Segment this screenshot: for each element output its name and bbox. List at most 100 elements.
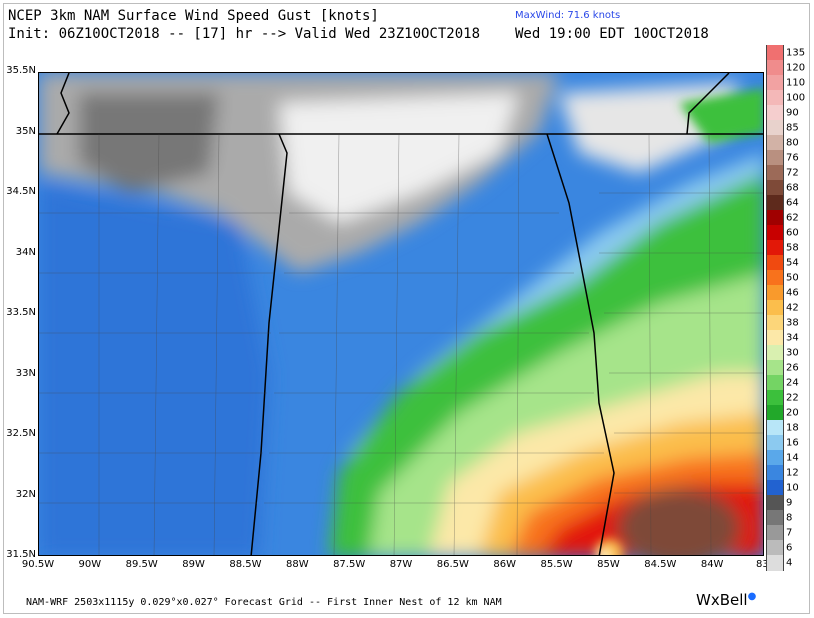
colorbar-label: 12 — [786, 467, 799, 478]
colorbar-swatch — [766, 165, 784, 181]
latitude-label: 33.5N — [6, 307, 36, 318]
init-valid-line: Init: 06Z10OCT2018 -- [17] hr --> Valid … — [8, 26, 481, 42]
colorbar-label: 16 — [786, 437, 799, 448]
longitude-label: 85.5W — [540, 559, 573, 570]
colorbar-swatch — [766, 510, 784, 526]
colorbar-swatch — [766, 180, 784, 196]
colorbar-swatch — [766, 255, 784, 271]
longitude-label: 90.5W — [21, 559, 55, 570]
latitude-label: 35N — [15, 125, 36, 137]
colorbar-swatch — [766, 555, 784, 571]
colorbar-swatch — [766, 540, 784, 556]
colorbar-label: 34 — [786, 332, 799, 343]
colorbar-label: 68 — [786, 182, 799, 193]
colorbar-label: 76 — [786, 152, 799, 163]
colorbar-label: 58 — [786, 242, 799, 253]
colorbar-label: 85 — [786, 122, 799, 133]
latitude-label: 34N — [15, 246, 36, 258]
brand-logo: WxBell● — [696, 591, 756, 609]
colorbar-swatch — [766, 285, 784, 301]
colorbar-label: 42 — [786, 302, 799, 313]
colorbar-label: 64 — [786, 197, 799, 208]
latitude-label: 31.5N — [6, 549, 36, 560]
longitude-label: 88.5W — [229, 559, 262, 570]
colorbar-label: 26 — [786, 362, 799, 373]
colorbar-swatch — [766, 450, 784, 466]
colorbar-swatch — [766, 315, 784, 331]
colorbar-swatch — [766, 135, 784, 151]
colorbar-swatch — [766, 390, 784, 406]
longitude-label: 87W — [389, 559, 413, 570]
longitude-label: 86W — [493, 559, 517, 570]
colorbar-swatch — [766, 495, 784, 511]
colorbar-swatch — [766, 345, 784, 361]
colorbar-swatch — [766, 360, 784, 376]
footer-note: NAM-WRF 2503x1115y 0.029°x0.027° Forecas… — [26, 597, 502, 608]
county-lines — [39, 133, 763, 555]
map-title: NCEP 3km NAM Surface Wind Speed Gust [kn… — [8, 8, 379, 24]
colorbar-label: 7 — [786, 527, 793, 538]
state-boundaries — [39, 73, 763, 555]
colorbar-label: 72 — [786, 167, 799, 178]
colorbar-swatch — [766, 240, 784, 256]
colorbar-swatch — [766, 330, 784, 346]
colorbar-label: 110 — [786, 77, 806, 88]
wind-gust-field — [39, 73, 763, 555]
colorbar-label: 90 — [786, 107, 799, 118]
colorbar-swatch — [766, 45, 784, 61]
latitude-label: 32.5N — [6, 428, 36, 439]
colorbar-swatch — [766, 375, 784, 391]
colorbar-label: 50 — [786, 272, 799, 283]
colorbar-label: 60 — [786, 227, 799, 238]
longitude-label: 87.5W — [333, 559, 366, 570]
longitude-label: 83. — [756, 559, 772, 570]
colorbar-swatch — [766, 300, 784, 316]
colorbar-swatch — [766, 195, 784, 211]
latitude-label: 34.5N — [6, 186, 36, 197]
colorbar-swatch — [766, 105, 784, 121]
latitude-label: 33N — [15, 367, 36, 379]
colorbar-swatch — [766, 150, 784, 166]
colorbar-swatch — [766, 225, 784, 241]
colorbar-swatch — [766, 120, 784, 136]
figure-frame — [3, 3, 810, 614]
valid-local-time: Wed 19:00 EDT 10OCT2018 — [515, 26, 709, 42]
colorbar-swatch — [766, 525, 784, 541]
colorbar-swatch — [766, 405, 784, 421]
longitude-label: 89.5W — [125, 559, 158, 570]
colorbar-swatch — [766, 420, 784, 436]
colorbar-label: 14 — [786, 452, 799, 463]
max-wind-label: MaxWind: 71.6 knots — [515, 10, 621, 21]
colorbar-label: 18 — [786, 422, 799, 433]
colorbar-label: 24 — [786, 377, 799, 388]
colorbar-swatch — [766, 60, 784, 76]
longitude-label: 84.5W — [644, 559, 677, 570]
brand-name: WxBell — [696, 591, 748, 609]
colorbar-label: 10 — [786, 482, 799, 493]
longitude-label: 89W — [182, 559, 205, 570]
brand-dot-icon: ● — [747, 591, 757, 602]
colorbar-swatch — [766, 210, 784, 226]
colorbar-label: 6 — [786, 542, 793, 553]
longitude-label: 86.5W — [436, 559, 469, 570]
colorbar-swatch — [766, 270, 784, 286]
colorbar-label: 9 — [786, 497, 793, 508]
colorbar-label: 38 — [786, 317, 799, 328]
colorbar-label: 8 — [786, 512, 793, 523]
colorbar-label: 46 — [786, 287, 799, 298]
colorbar-swatch — [766, 480, 784, 496]
colorbar-label: 20 — [786, 407, 799, 418]
colorbar-label: 22 — [786, 392, 799, 403]
colorbar-label: 100 — [786, 92, 806, 103]
colorbar-label: 54 — [786, 257, 799, 268]
latitude-label: 35.5N — [6, 65, 36, 76]
colorbar-label: 30 — [786, 347, 799, 358]
latitude-label: 32N — [15, 488, 36, 500]
colorbar-swatch — [766, 465, 784, 481]
colorbar-swatch — [766, 435, 784, 451]
longitude-label: 88W — [285, 559, 309, 570]
colorbar-label: 120 — [786, 62, 806, 73]
longitude-label: 84W — [700, 559, 724, 570]
colorbar-label: 4 — [786, 557, 793, 568]
longitude-label: 85W — [597, 559, 620, 570]
